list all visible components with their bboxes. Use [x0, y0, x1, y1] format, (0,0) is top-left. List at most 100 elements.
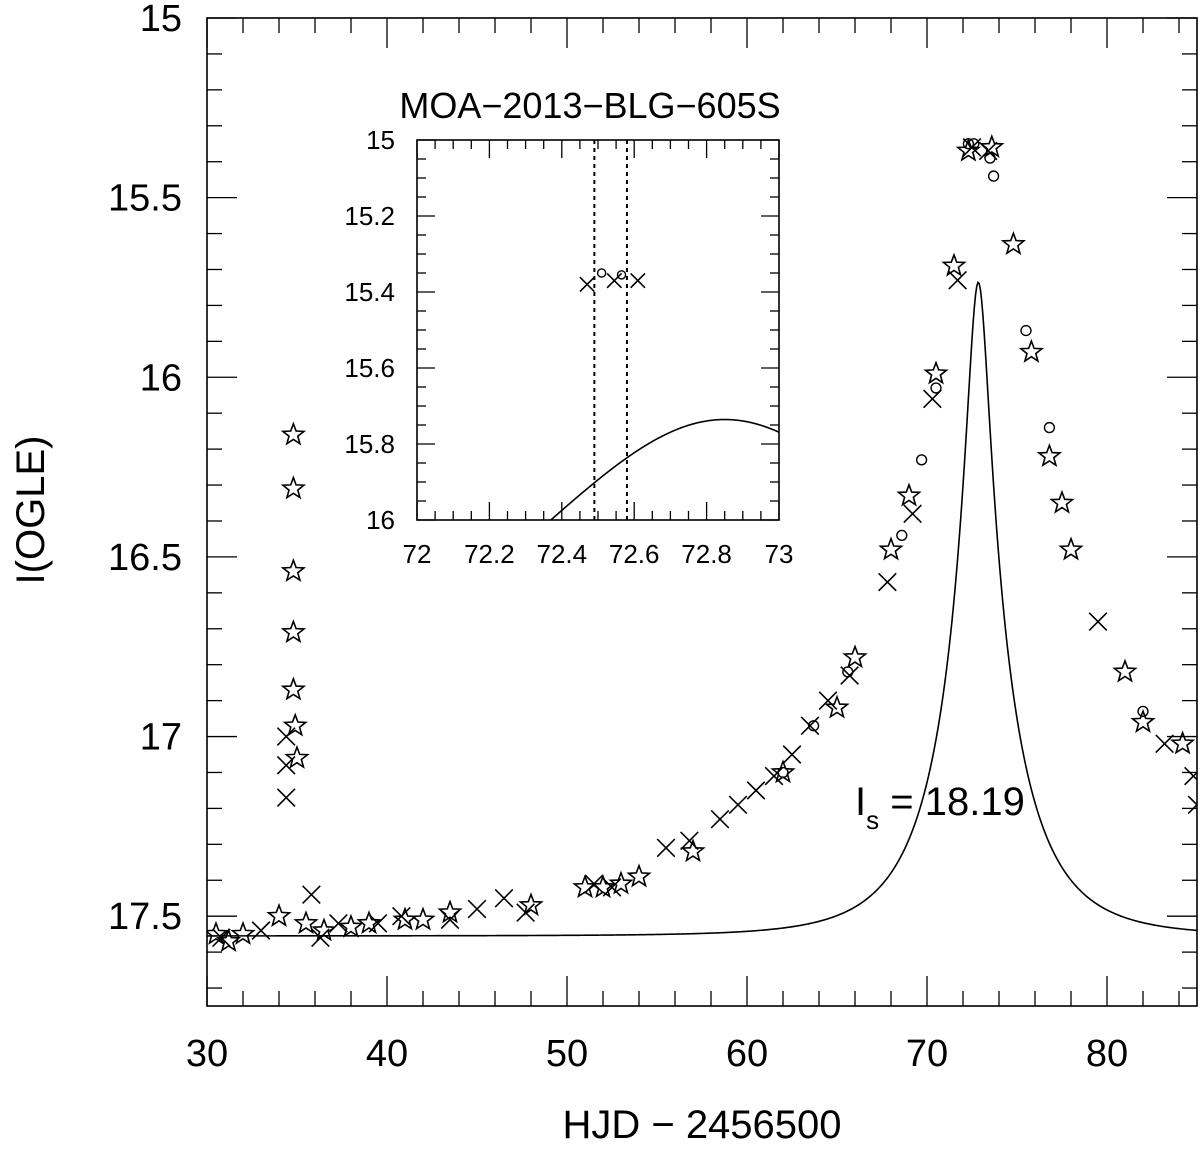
circle-marker — [896, 529, 908, 542]
star-marker — [207, 920, 229, 945]
star-marker — [518, 892, 544, 917]
cross-marker — [764, 766, 784, 786]
cross-marker — [818, 691, 838, 710]
star-marker — [896, 482, 922, 507]
y-tick-label: 16.5 — [108, 537, 182, 579]
x-tick-label: 30 — [186, 1033, 228, 1075]
cross-marker — [302, 885, 321, 904]
y-tick-label: 15 — [140, 0, 182, 40]
cross-marker — [276, 755, 296, 775]
cross-marker — [467, 899, 487, 919]
x-tick-label: 72 — [403, 539, 432, 569]
x-tick-label: 73 — [765, 539, 794, 569]
star-marker — [293, 910, 319, 935]
cross-marker — [276, 788, 296, 807]
star-marker — [1036, 442, 1063, 468]
cross-marker — [311, 928, 330, 948]
star-marker — [680, 838, 706, 863]
y-tick-label: 15.6 — [344, 353, 395, 383]
cross-marker — [251, 921, 271, 940]
model-curve — [207, 281, 1197, 937]
annotation-subscript: s — [866, 805, 879, 835]
cross-marker — [746, 781, 766, 800]
cross-marker — [630, 272, 646, 289]
star-marker — [941, 252, 967, 277]
cross-marker — [800, 716, 820, 736]
cross-marker — [579, 276, 595, 293]
y-tick-label: 15.4 — [344, 277, 395, 307]
star-marker — [437, 899, 463, 924]
star-marker — [230, 920, 256, 945]
cross-marker — [212, 928, 231, 948]
cross-marker — [276, 727, 296, 746]
star-marker — [280, 676, 307, 701]
star-marker — [878, 536, 904, 561]
star-marker — [410, 906, 436, 931]
circle-marker — [984, 152, 996, 164]
cross-marker — [1155, 734, 1174, 754]
star-marker — [608, 870, 634, 895]
x-tick-label: 72.4 — [536, 539, 587, 569]
cross-marker — [878, 572, 897, 592]
x-tick-label: 72.2 — [464, 539, 515, 569]
cross-marker — [710, 809, 730, 829]
circle-marker — [842, 666, 854, 678]
star-marker — [338, 913, 364, 938]
circle-marker — [596, 268, 607, 278]
circle-marker — [968, 138, 980, 150]
star-marker — [280, 558, 307, 583]
y-tick-label: 15.5 — [108, 178, 182, 220]
star-marker — [280, 619, 307, 644]
cross-marker — [680, 831, 699, 851]
x-tick-label: 70 — [906, 1033, 948, 1075]
plot-frame — [416, 139, 780, 521]
y-tick-label: 15 — [366, 125, 395, 155]
circle-marker — [1043, 421, 1056, 434]
star-marker — [282, 712, 308, 737]
star-marker — [266, 902, 292, 927]
inset-plot: 15 15.2 15.4 15.6 15.8 16 72 72.2 72.4 72.6 72.8 73 — [344, 125, 794, 569]
y-tick-label: 15.8 — [344, 429, 395, 459]
y-tick-label: 16 — [140, 357, 182, 399]
cross-marker — [368, 914, 388, 933]
annotation-value: = 18.19 — [879, 780, 1025, 824]
y-tick-label: 17.5 — [108, 896, 182, 938]
x-axis-label: HJD − 2456500 — [562, 1103, 841, 1147]
star-marker — [842, 644, 868, 669]
star-marker — [280, 421, 307, 446]
star-marker — [284, 744, 310, 769]
circle-marker — [807, 720, 820, 732]
plot-frame — [206, 17, 1198, 1007]
cross-marker — [1187, 795, 1197, 815]
x-tick-label: 60 — [726, 1033, 768, 1075]
star-marker — [979, 133, 1005, 159]
star-marker — [1130, 708, 1156, 733]
star-marker — [1169, 730, 1196, 755]
circle-marker — [987, 170, 1000, 182]
star-marker — [356, 910, 382, 935]
annotation-main: I — [855, 780, 866, 824]
x-tick-label: 72.8 — [681, 539, 732, 569]
cross-marker — [440, 910, 460, 930]
star-marker — [1058, 536, 1084, 561]
star-marker — [1049, 489, 1075, 514]
cross-marker — [1088, 612, 1108, 631]
cross-marker — [516, 903, 535, 922]
circle-marker — [930, 382, 942, 394]
cross-marker — [782, 745, 802, 764]
source-magnitude-annotation: Is = 18.19 — [855, 780, 1025, 835]
cross-marker — [606, 272, 623, 289]
star-marker — [824, 694, 850, 719]
star-marker — [626, 863, 652, 888]
y-axis-label: I(OGLE) — [9, 436, 53, 585]
star-marker — [1000, 230, 1027, 256]
cross-marker — [584, 874, 604, 894]
star-marker — [1112, 658, 1138, 683]
circle-marker — [915, 454, 928, 466]
circle-marker — [1020, 324, 1032, 337]
x-tick-label: 40 — [366, 1033, 408, 1075]
x-tick-label: 72.6 — [609, 539, 660, 569]
main-plot: 15 15.5 16 16.5 17 17.5 30 40 50 60 70 80 — [108, 0, 1198, 1075]
x-tick-label: 80 — [1086, 1033, 1128, 1075]
circle-marker — [1137, 705, 1149, 718]
